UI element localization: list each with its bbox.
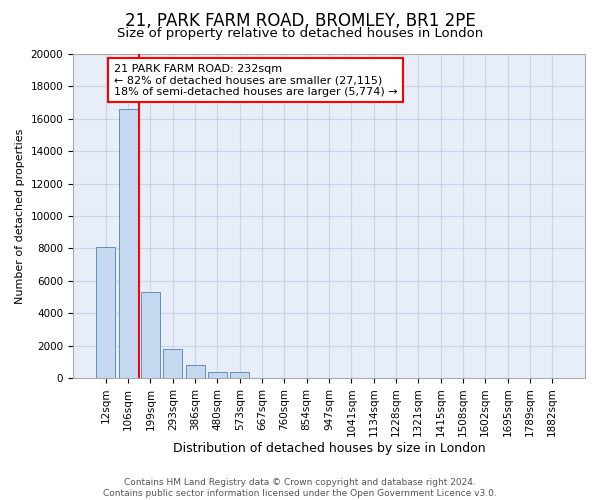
- Bar: [185, 365, 205, 378]
- Bar: [96, 247, 115, 378]
- Bar: [141, 292, 160, 378]
- Text: 21 PARK FARM ROAD: 232sqm
← 82% of detached houses are smaller (27,115)
18% of s: 21 PARK FARM ROAD: 232sqm ← 82% of detac…: [114, 64, 398, 97]
- Text: Contains HM Land Registry data © Crown copyright and database right 2024.
Contai: Contains HM Land Registry data © Crown c…: [103, 478, 497, 498]
- Bar: [230, 372, 249, 378]
- Y-axis label: Number of detached properties: Number of detached properties: [15, 128, 25, 304]
- X-axis label: Distribution of detached houses by size in London: Distribution of detached houses by size …: [173, 442, 485, 455]
- Bar: [208, 372, 227, 378]
- Text: Size of property relative to detached houses in London: Size of property relative to detached ho…: [117, 28, 483, 40]
- Bar: [119, 109, 137, 378]
- Bar: [163, 349, 182, 378]
- Text: 21, PARK FARM ROAD, BROMLEY, BR1 2PE: 21, PARK FARM ROAD, BROMLEY, BR1 2PE: [125, 12, 475, 30]
